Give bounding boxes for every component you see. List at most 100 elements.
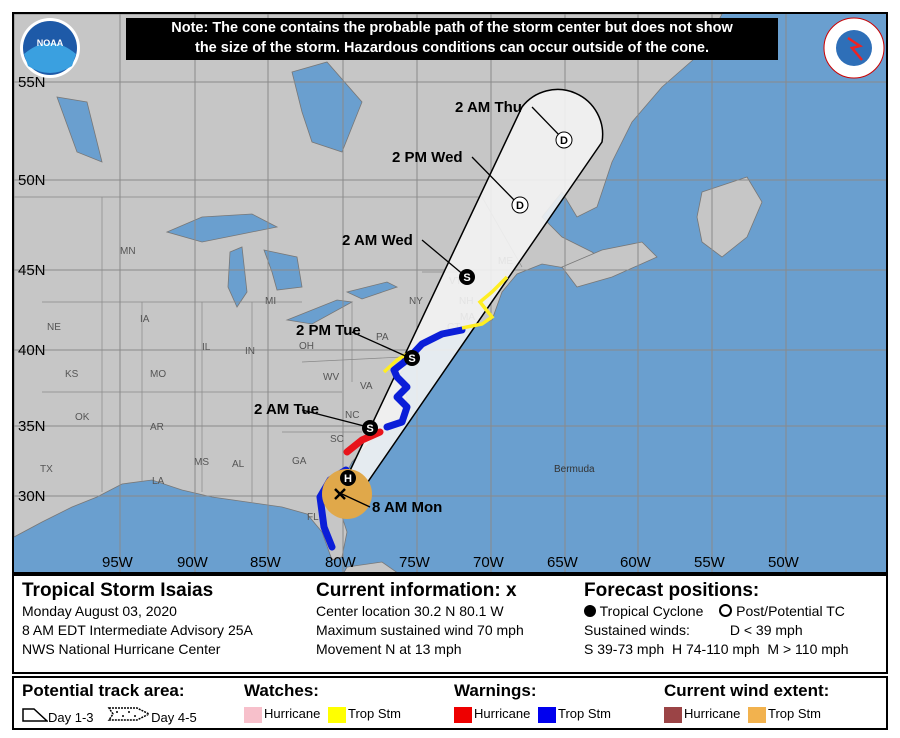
day13-cone-icon — [22, 708, 49, 722]
day45-label: Day 4-5 — [151, 710, 197, 725]
s-range: S 39-73 mph — [584, 641, 665, 657]
lat-label: 35N — [18, 418, 46, 435]
forecast-symbol: D — [516, 200, 524, 212]
state-label: FL — [307, 512, 319, 523]
current-info-title: Current information: x — [316, 580, 517, 601]
wind-extent-title: Current wind extent: — [664, 681, 830, 700]
state-label: TX — [40, 464, 53, 475]
lon-label: 95W — [102, 554, 134, 571]
h-range: H 74-110 mph — [671, 641, 760, 657]
state-label: NC — [345, 410, 359, 421]
bermuda-label: Bermuda — [554, 464, 595, 475]
state-label: NY — [409, 296, 423, 307]
nws-logo — [823, 17, 885, 79]
lon-label: 70W — [473, 554, 505, 571]
forecast-symbol: D — [560, 135, 568, 147]
sustained-label: Sustained winds: — [584, 622, 690, 638]
hurricane-wind-swatch — [664, 706, 682, 723]
time-label: 2 AM Tue — [254, 401, 319, 418]
forecast-point-s — [459, 269, 475, 285]
state-label: MS — [194, 457, 209, 468]
hudson-bay — [291, 61, 363, 153]
state-label: IN — [245, 346, 255, 357]
open-circle-icon — [719, 604, 733, 617]
state-label: OK — [75, 412, 90, 423]
leader-lines — [301, 106, 563, 508]
ts-wind-swatch — [747, 706, 766, 723]
day45-cone-icon — [107, 707, 151, 721]
state-label: GA — [292, 456, 307, 467]
forecast-symbol: S — [463, 272, 470, 284]
forecast-symbol: H — [344, 473, 352, 485]
advisory-number: 8 AM EDT Intermediate Advisory 25A — [22, 622, 253, 638]
forecast-point-d — [555, 131, 573, 149]
lat-label: 45N — [18, 262, 46, 279]
lat-label: 50N — [18, 172, 46, 189]
state-label: WV — [323, 372, 339, 383]
time-label: 2 AM Wed — [342, 232, 413, 249]
forecast-point-s — [362, 420, 378, 436]
hurricane-wind-label: Hurricane — [684, 706, 741, 721]
state-label: AL — [232, 459, 245, 470]
lat-label: 30N — [18, 488, 46, 505]
ts-warning-mid-atlantic — [383, 326, 466, 431]
state-label: OH — [299, 341, 314, 352]
ts-wind-extent — [322, 469, 372, 519]
center-location: Center location 30.2 N 80.1 W — [316, 603, 504, 619]
m-range: M > 110 mph — [767, 641, 849, 657]
info-panel: Tropical Storm Isaias Monday August 03, … — [12, 574, 888, 674]
track-area-title: Potential track area: — [22, 681, 185, 700]
time-label: 2 PM Wed — [392, 149, 463, 166]
lake-winnipeg — [56, 96, 103, 163]
hurricane-watch-swatch — [244, 706, 262, 723]
note-line: the size of the storm. Hazardous conditi… — [194, 40, 709, 56]
max-wind: Maximum sustained wind 70 mph — [316, 622, 524, 638]
forecast-cone — [336, 88, 604, 503]
time-label: 2 PM Tue — [296, 322, 361, 339]
issuing-center: NWS National Hurricane Center — [22, 641, 221, 657]
forecast-positions-title: Forecast positions: — [584, 580, 760, 601]
forecast-point-h — [340, 470, 356, 486]
lat-label: 55N — [18, 74, 46, 91]
day13-label: Day 1-3 — [48, 710, 94, 725]
note-line: Note: The cone contains the probable pat… — [171, 20, 733, 36]
storm-title: Tropical Storm Isaias — [22, 580, 214, 601]
state-label: LA — [152, 476, 165, 487]
state-label: MI — [265, 296, 276, 307]
hurricane-warning-swatch — [454, 706, 472, 723]
d-range: D < 39 mph — [729, 622, 803, 638]
time-label: 8 AM Mon — [372, 499, 442, 516]
state-label: IA — [140, 314, 150, 325]
state-label: VA — [360, 381, 373, 392]
state-label: PA — [376, 332, 389, 343]
map-svg: 55N 50N 45N 40N 35N 30N 95W 90W 85W 80W … — [14, 14, 886, 572]
warnings-title: Warnings: — [454, 681, 537, 700]
map: 55N 50N 45N 40N 35N 30N 95W 90W 85W 80W … — [12, 12, 888, 574]
land-newfoundland — [696, 176, 763, 258]
land-cuba-bahamas — [343, 561, 397, 572]
state-label: IL — [202, 342, 211, 353]
state-label: AR — [150, 422, 164, 433]
watches-title: Watches: — [244, 681, 319, 700]
lake-michigan — [227, 246, 248, 308]
hurricane-warning-label: Hurricane — [474, 706, 531, 721]
lon-label: 65W — [547, 554, 579, 571]
tc-label: Tropical Cyclone — [599, 603, 704, 619]
lon-label: 50W — [768, 554, 800, 571]
ts-warning-swatch — [537, 706, 556, 723]
ts-wind-label: Trop Stm — [767, 706, 821, 721]
lake-ontario — [345, 281, 399, 300]
forecast-point-d — [511, 196, 529, 214]
movement: Movement N at 13 mph — [316, 641, 462, 657]
lon-label: 80W — [325, 554, 357, 571]
current-position-x-icon — [334, 488, 346, 500]
svg-text:NOAA: NOAA — [37, 38, 64, 48]
post-tc-label: Post/Potential TC — [736, 603, 845, 619]
noaa-logo: NOAA — [20, 18, 80, 78]
state-label: NE — [47, 322, 61, 333]
lon-label: 90W — [177, 554, 209, 571]
hurricane-watch-label: Hurricane — [264, 706, 321, 721]
filled-circle-icon — [584, 605, 596, 617]
lon-label: 60W — [620, 554, 652, 571]
